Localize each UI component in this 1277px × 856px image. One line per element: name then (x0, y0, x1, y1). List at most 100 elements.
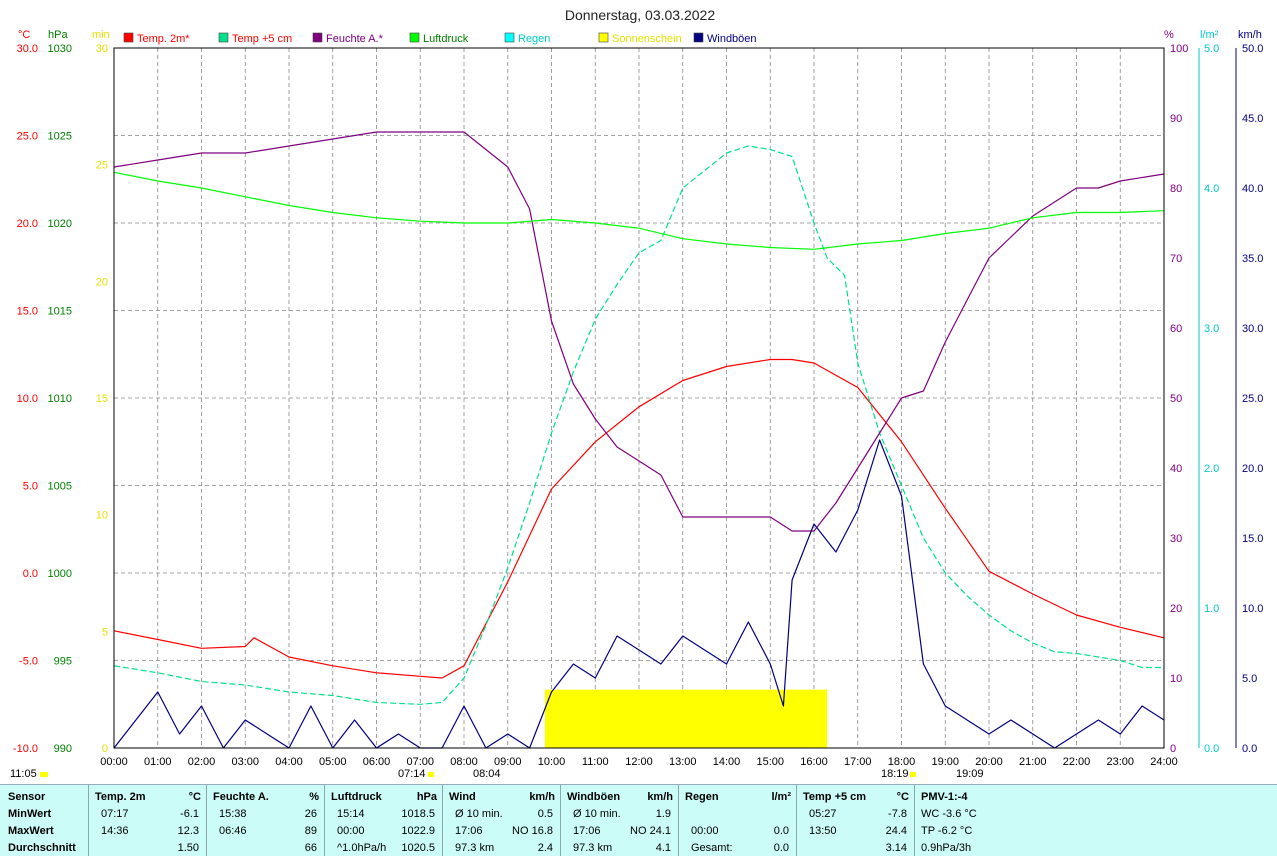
legend-swatch (218, 32, 229, 43)
pmv-header: PMV-1:-4 (921, 791, 968, 803)
col-unit: % (309, 791, 319, 803)
legend-swatch (409, 32, 420, 43)
sun-tick-label: 5 (102, 626, 108, 638)
col-header: Windböen (567, 791, 621, 803)
chart-title: Donnerstag, 03.03.2022 (565, 7, 715, 23)
pressure-tick-label: 990 (54, 743, 72, 755)
pmv-avg: 0.9hPa/3h (921, 842, 972, 854)
x-tick-label: 15:00 (756, 756, 784, 768)
x-tick-label: 02:00 (188, 756, 216, 768)
humidity-unit-label: % (1164, 29, 1174, 41)
plot-frame (113, 47, 1237, 749)
min-time: 15:14 (337, 808, 365, 820)
col-header: Regen (685, 791, 719, 803)
grid (114, 48, 1164, 748)
x-tick-label: 04:00 (275, 756, 303, 768)
wind-unit-label: km/h (1238, 29, 1262, 41)
min-value: 1018.5 (401, 808, 435, 820)
col-header: Temp +5 cm (803, 791, 867, 803)
rain-tick-label: 5.0 (1204, 43, 1219, 55)
pressure-tick-label: 1005 (48, 481, 72, 493)
sun-end-sun-mark (910, 772, 916, 777)
sun-tick-label: 0 (102, 743, 108, 755)
wind-tick-label: 0.0 (1242, 743, 1257, 755)
legend-swatch (598, 32, 609, 43)
pmv-min: WC -3.6 °C (921, 808, 977, 820)
pressure-tick-label: 1010 (48, 393, 72, 405)
sun-tick-label: 25 (96, 160, 108, 172)
plot-border (113, 47, 1165, 749)
legend: Temp. 2m* Temp +5 cm Feuchte A.* Luftdruck R… (123, 32, 757, 45)
sun-tick-label: 15 (96, 393, 108, 405)
avg-value: 2.4 (537, 842, 553, 854)
left-time-sun-mark (40, 772, 48, 777)
humidity-tick-label: 70 (1170, 253, 1182, 265)
stats-col-pmv: PMV-1:-4 WC -3.6 °C TP -6.2 °C 0.9hPa/3h (914, 785, 1277, 856)
pressure-tick-label: 1000 (48, 568, 72, 580)
max-value: 0.0 (773, 825, 789, 837)
max-value: 24.4 (885, 825, 907, 837)
x-tick-label: 19:00 (931, 756, 959, 768)
sun-end-label: 18:19 (881, 768, 909, 780)
col-header: Feuchte A. (213, 791, 269, 803)
avg-label: Gesamt: (691, 842, 733, 854)
min-value: 0.5 (537, 808, 553, 820)
col-unit: km/h (647, 791, 673, 803)
stats-col-wind: Wind km/h Ø 10 min. 0.5 17:06 NO 16.8 97… (442, 785, 561, 856)
col-header: Wind (449, 791, 476, 803)
x-tick-label: 12:00 (625, 756, 653, 768)
col-unit: °C (896, 791, 909, 803)
legend-swatch (504, 32, 515, 43)
x-tick-label: 07:00 (406, 756, 434, 768)
wind-tick-label: 25.0 (1242, 393, 1263, 405)
humidity-tick-label: 10 (1170, 673, 1182, 685)
temp-tick-label: 0.0 (23, 568, 38, 580)
sun-tick-label: 20 (96, 276, 108, 288)
min-time: Ø 10 min. (455, 808, 503, 820)
x-tick-label: 00:00 (100, 756, 128, 768)
temp-tick-label: 25.0 (17, 131, 38, 143)
x-tick-label: 20:00 (975, 756, 1003, 768)
col-unit: °C (188, 791, 201, 803)
temp-tick-label: 10.0 (17, 393, 38, 405)
stats-col-pressure: Luftdruck hPa 15:14 1018.5 00:00 1022.9 … (324, 785, 443, 856)
series-line-feuchte-a (113, 131, 1165, 532)
humidity-tick-label: 30 (1170, 533, 1182, 545)
sun-unit-label: min (92, 29, 110, 41)
x-tick-label: 10:00 (538, 756, 566, 768)
x-tick-label: 14:00 (713, 756, 741, 768)
sunrise-label: 07:14 (398, 768, 426, 780)
left-time-label: 11:05 (10, 768, 37, 780)
rain-tick-label: 3.0 (1204, 323, 1219, 335)
humidity-tick-label: 60 (1170, 323, 1182, 335)
max-time: 13:50 (809, 825, 837, 837)
wind-tick-label: 10.0 (1242, 603, 1263, 615)
max-value: 1022.9 (401, 825, 435, 837)
min-value: 1.9 (655, 808, 671, 820)
max-value: 12.3 (177, 825, 199, 837)
row-label-avg: Durchschnitt (8, 842, 76, 854)
max-value: NO 24.1 (630, 825, 671, 837)
max-value: NO 16.8 (512, 825, 553, 837)
sun-tick-label: 10 (96, 510, 108, 522)
wind-tick-label: 15.0 (1242, 533, 1263, 545)
weather-chart: Donnerstag, 03.03.2022 °C hPa min % l/m²… (10, 7, 1264, 780)
stats-col-rain: Regen l/m² 00:00 0.0 Gesamt: 0.0 (678, 785, 797, 856)
min-value: -7.8 (888, 808, 907, 820)
rain-tick-label: 2.0 (1204, 463, 1219, 475)
x-tick-label: 13:00 (669, 756, 697, 768)
sun-start-label: 08:04 (473, 768, 501, 780)
wind-tick-label: 30.0 (1242, 323, 1263, 335)
legend-swatch (693, 32, 704, 43)
wind-tick-label: 50.0 (1242, 43, 1263, 55)
row-label-min: MinWert (8, 808, 52, 820)
max-time: 14:36 (101, 825, 129, 837)
x-tick-label: 23:00 (1106, 756, 1134, 768)
rain-unit-label: l/m² (1200, 29, 1219, 41)
pressure-unit-label: hPa (48, 29, 68, 41)
max-time: 00:00 (691, 825, 719, 837)
series-line-temp-2m (113, 358, 1165, 679)
humidity-tick-label: 40 (1170, 463, 1182, 475)
x-tick-label: 03:00 (231, 756, 259, 768)
axis-unit-labels: °C hPa min % l/m² km/h (18, 29, 1262, 41)
